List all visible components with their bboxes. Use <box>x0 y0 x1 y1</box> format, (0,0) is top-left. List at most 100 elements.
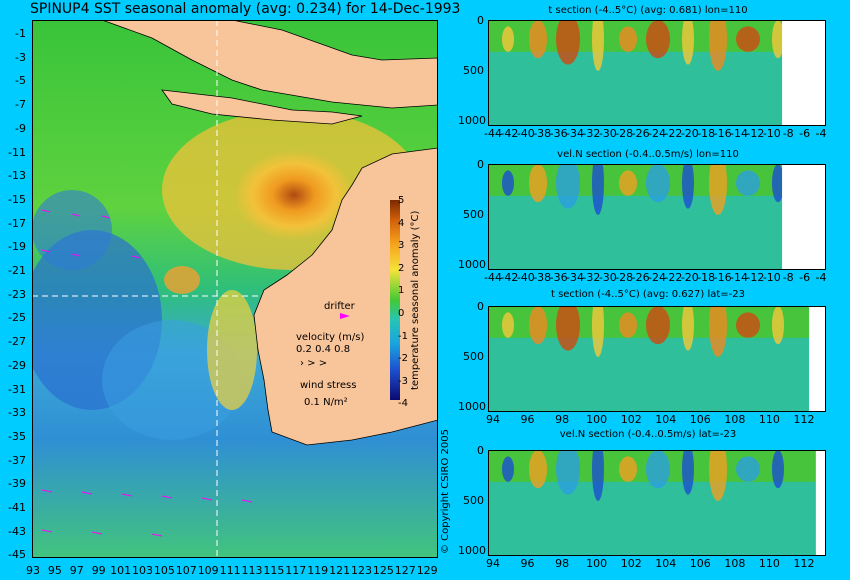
section-x-tick-label: -42 <box>500 271 519 284</box>
lon-tick-label: 101 <box>110 564 132 577</box>
depth-tick-label: 1000 <box>458 258 486 271</box>
lon-tick-label: 93 <box>26 564 40 577</box>
section-feature <box>502 312 514 338</box>
section-x-tick-label: -16 <box>713 127 732 140</box>
section-x-tick-label: -14 <box>730 271 748 284</box>
section-x-tick-label: -30 <box>598 271 617 284</box>
colorbar-tick-label: -1 <box>398 330 408 342</box>
section-x-tick-label: -32 <box>582 271 601 284</box>
lon-tick-label: 115 <box>263 564 285 577</box>
colorbar-tick-label: 2 <box>398 262 405 274</box>
section-feature <box>772 450 784 489</box>
section-x-tick-label: -12 <box>746 127 765 140</box>
lat-tick-label: -43 <box>8 524 26 538</box>
section-x-tick-label: -40 <box>516 127 535 140</box>
section-feature <box>709 306 727 357</box>
section-feature <box>682 450 694 495</box>
cool-anomaly <box>32 190 112 270</box>
section-x-tick-label: -28 <box>615 127 634 140</box>
section-feature <box>682 306 694 351</box>
section-x-tick-label: 112 <box>793 413 815 426</box>
lat-tick-label: -17 <box>8 216 26 230</box>
warm-anomaly <box>234 150 354 240</box>
section-frame <box>488 164 826 270</box>
lon-tick-label: 107 <box>175 564 197 577</box>
lon-tick-label: 117 <box>285 564 307 577</box>
lat-tick-label: -15 <box>8 192 26 206</box>
section-x-tick-label: -24 <box>648 127 666 140</box>
colorbar-tick-label: -2 <box>398 353 408 365</box>
section-x-tick-label: -28 <box>615 271 634 284</box>
section-x-tick-label: 98 <box>555 413 570 426</box>
lon-tick-label: 99 <box>91 564 106 577</box>
section-x-tick-label: 102 <box>620 557 642 570</box>
section-feature <box>619 312 637 338</box>
section-feature <box>772 164 784 203</box>
section-x-tick-label: -40 <box>516 271 535 284</box>
section-x-tick-label: -20 <box>680 127 699 140</box>
section-x-tick-label: -36 <box>549 127 568 140</box>
section-x-tick-label: -42 <box>500 127 519 140</box>
section-feature <box>619 26 637 52</box>
section-feature <box>556 450 580 495</box>
lat-tick-label: -3 <box>15 50 26 64</box>
lon-tick-label: 121 <box>329 564 351 577</box>
lon-tick-label: 125 <box>372 564 394 577</box>
lon-tick-label: 119 <box>307 564 329 577</box>
section-x-tick-label: -6 <box>799 127 811 140</box>
lat-tick-label: -1 <box>15 27 26 40</box>
lat-tick-label: -23 <box>8 287 26 301</box>
land-mask <box>815 450 826 556</box>
lat-tick-label: -5 <box>15 74 26 88</box>
lon-tick-label: 103 <box>132 564 153 577</box>
section-x-tick-label: -10 <box>762 127 781 140</box>
section-feature <box>709 450 727 501</box>
wind-arrows <box>41 209 253 537</box>
drifter-icon[interactable] <box>340 313 350 319</box>
section-feature <box>772 306 784 345</box>
section-frame <box>488 20 826 126</box>
lat-tick-label: -25 <box>8 311 26 325</box>
section-plot[interactable] <box>488 164 826 270</box>
land-indonesia <box>101 20 438 109</box>
section-plot[interactable] <box>488 306 826 412</box>
lon-tick-label: 109 <box>197 564 219 577</box>
land-mask <box>782 20 826 126</box>
wind-scale: 0.1 N/m² <box>304 397 348 408</box>
lon-tick-label: 113 <box>241 564 263 577</box>
section-x-tick-label: 104 <box>655 557 677 570</box>
section-feature <box>502 26 514 52</box>
section-feature <box>529 306 547 345</box>
section-feature <box>556 20 580 65</box>
lat-tick-label: -37 <box>8 453 26 467</box>
colorbar-tick-label: 0 <box>398 308 405 319</box>
wind-label: wind stress <box>300 380 356 391</box>
sst-map[interactable]: drifter velocity (m/s) 0.2 0.4 0.8 › > >… <box>32 20 438 558</box>
land-java <box>161 89 363 125</box>
section-x-tick-label: 98 <box>555 557 570 570</box>
velocity-arrows-icon: › > > <box>300 358 327 369</box>
depth-tick-label: 500 <box>463 64 484 77</box>
section-feature <box>619 170 637 196</box>
section-feature <box>592 20 604 71</box>
depth-tick-label: 0 <box>477 14 484 27</box>
section-feature <box>736 26 760 52</box>
section-x-tick-label: -26 <box>631 271 650 284</box>
lat-tick-label: -13 <box>8 169 26 183</box>
section-feature <box>709 164 727 215</box>
section-plot[interactable] <box>488 450 826 556</box>
lon-tick-label: 129 <box>416 564 438 577</box>
lat-tick-label: -11 <box>8 145 26 159</box>
section-feature <box>502 170 514 196</box>
section-frame <box>488 450 826 556</box>
lat-tick-label: -41 <box>8 501 26 514</box>
warm-anomaly <box>207 290 257 410</box>
lat-tick-label: -39 <box>8 477 26 491</box>
section-x-tick-label: 100 <box>586 557 608 570</box>
depth-tick-label: 1000 <box>458 400 486 413</box>
lat-tick-label: -33 <box>8 406 26 420</box>
section-feature <box>529 164 547 203</box>
lon-tick-label: 127 <box>394 564 416 577</box>
section-x-tick-label: 106 <box>689 413 711 426</box>
section-plot[interactable] <box>488 20 826 126</box>
